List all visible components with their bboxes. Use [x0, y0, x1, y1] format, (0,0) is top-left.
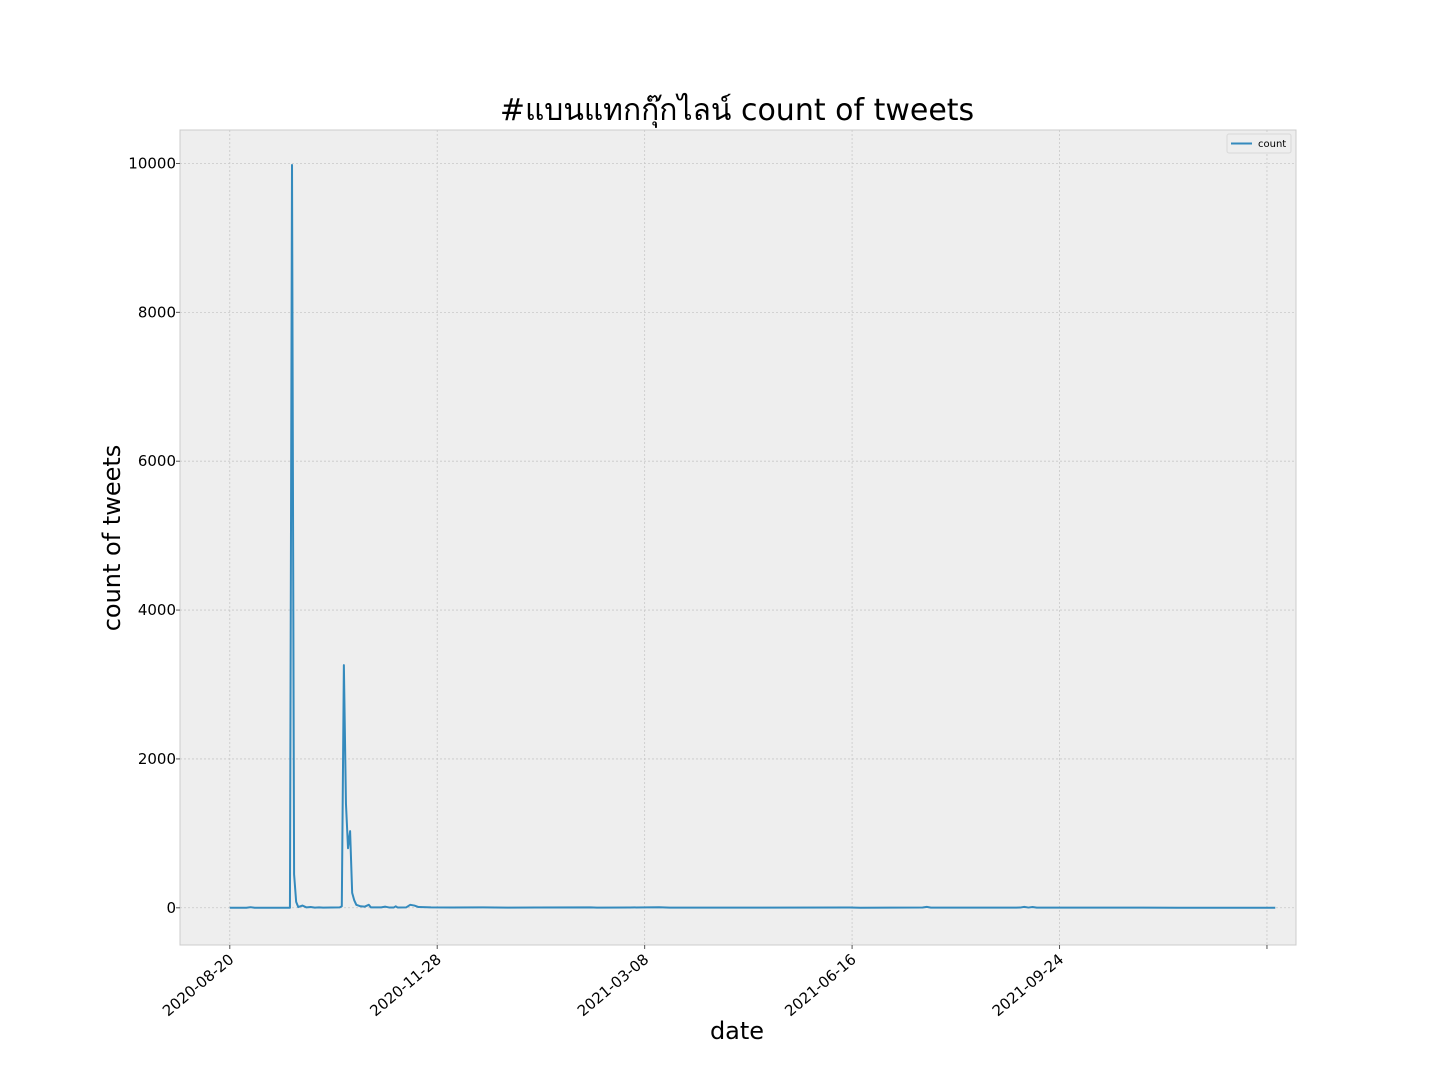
plot-area — [179, 129, 1297, 946]
y-tick-label: 0 — [166, 899, 176, 917]
legend: count — [1226, 133, 1292, 154]
y-tick-label: 6000 — [138, 452, 176, 470]
x-tick-label: 2021-03-08 — [574, 950, 652, 1020]
legend-label: count — [1258, 139, 1286, 150]
series-line-count — [229, 163, 1276, 909]
x-tick-label: 2020-11-28 — [366, 950, 444, 1020]
chart-title: #แบนแทกกุ๊กไลน์ count of tweets — [500, 92, 974, 129]
y-tick-label: 10000 — [128, 154, 176, 172]
x-tick-label: 2021-09-24 — [989, 950, 1067, 1020]
legend-box — [1226, 133, 1292, 154]
x-tick-label: 2020-08-20 — [159, 950, 237, 1020]
y-tick-label: 4000 — [138, 601, 176, 619]
x-tick-label: 2021-06-16 — [781, 950, 859, 1020]
y-tick-label: 2000 — [138, 750, 176, 768]
y-tick-label: 8000 — [138, 303, 176, 321]
y-axis-label: count of tweets — [98, 445, 126, 632]
x-axis-label: date — [710, 1017, 764, 1045]
series-layer — [229, 163, 1276, 909]
